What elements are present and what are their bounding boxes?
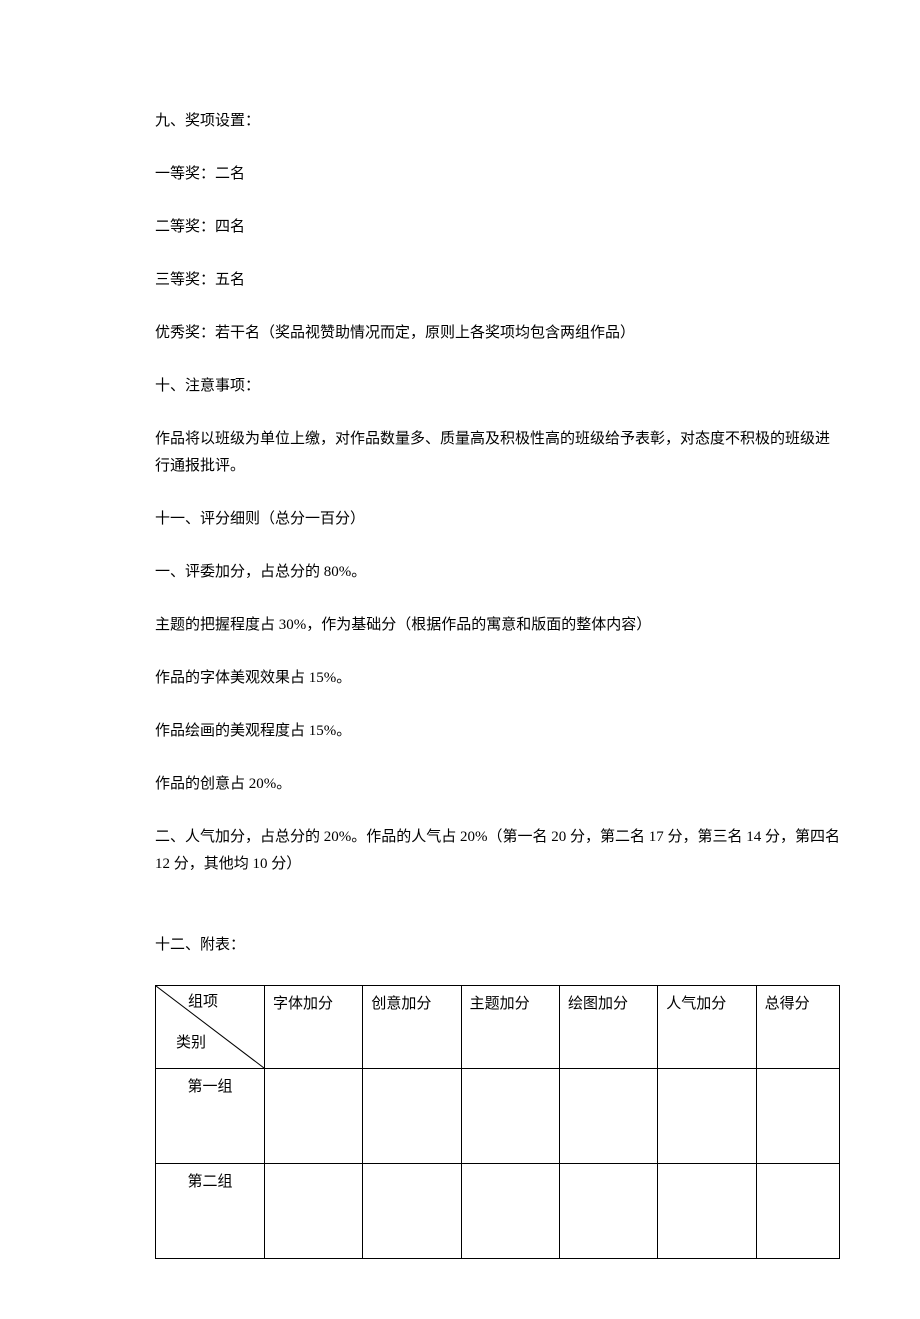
diag-top-label: 组项 bbox=[188, 990, 218, 1016]
cell bbox=[461, 1069, 559, 1164]
scoring-creativity: 作品的创意占 20%。 bbox=[155, 771, 840, 798]
col-header-font: 字体加分 bbox=[265, 986, 363, 1069]
row-label-group2: 第二组 bbox=[156, 1164, 265, 1259]
cell bbox=[756, 1069, 839, 1164]
cell bbox=[658, 1164, 756, 1259]
award-second: 二等奖：四名 bbox=[155, 214, 840, 241]
cell bbox=[363, 1164, 461, 1259]
row-label-group1: 第一组 bbox=[156, 1069, 265, 1164]
cell bbox=[559, 1069, 657, 1164]
col-header-total: 总得分 bbox=[756, 986, 839, 1069]
cell bbox=[756, 1164, 839, 1259]
award-excellence: 优秀奖：若干名（奖品视赞助情况而定，原则上各奖项均包含两组作品） bbox=[155, 320, 840, 347]
cell bbox=[461, 1164, 559, 1259]
cell bbox=[658, 1069, 756, 1164]
section-heading-appendix: 十二、附表： bbox=[155, 932, 840, 959]
scoring-judge-total: 一、评委加分，占总分的 80%。 bbox=[155, 559, 840, 586]
scoring-font: 作品的字体美观效果占 15%。 bbox=[155, 665, 840, 692]
col-header-popularity: 人气加分 bbox=[658, 986, 756, 1069]
table-header-row: 组项 类别 字体加分 创意加分 主题加分 绘图加分 人气加分 总得分 bbox=[156, 986, 840, 1069]
award-first: 一等奖：二名 bbox=[155, 161, 840, 188]
col-header-theme: 主题加分 bbox=[461, 986, 559, 1069]
score-table: 组项 类别 字体加分 创意加分 主题加分 绘图加分 人气加分 总得分 第一组 第… bbox=[155, 985, 840, 1259]
col-header-creativity: 创意加分 bbox=[363, 986, 461, 1069]
scoring-theme: 主题的把握程度占 30%，作为基础分（根据作品的寓意和版面的整体内容） bbox=[155, 612, 840, 639]
table-diag-header: 组项 类别 bbox=[156, 986, 265, 1069]
section-heading-awards: 九、奖项设置： bbox=[155, 108, 840, 135]
cell bbox=[265, 1069, 363, 1164]
cell bbox=[559, 1164, 657, 1259]
section-heading-notes: 十、注意事项： bbox=[155, 373, 840, 400]
scoring-drawing: 作品绘画的美观程度占 15%。 bbox=[155, 718, 840, 745]
award-third: 三等奖：五名 bbox=[155, 267, 840, 294]
cell bbox=[363, 1069, 461, 1164]
scoring-popularity: 二、人气加分，占总分的 20%。作品的人气占 20%（第一名 20 分，第二名 … bbox=[155, 824, 840, 878]
cell bbox=[265, 1164, 363, 1259]
notes-body: 作品将以班级为单位上缴，对作品数量多、质量高及积极性高的班级给予表彰，对态度不积… bbox=[155, 426, 840, 480]
diag-bottom-label: 类别 bbox=[176, 1031, 206, 1057]
document-page: 九、奖项设置： 一等奖：二名 二等奖：四名 三等奖：五名 优秀奖：若干名（奖品视… bbox=[0, 0, 920, 1319]
table-row: 第一组 bbox=[156, 1069, 840, 1164]
table-row: 第二组 bbox=[156, 1164, 840, 1259]
col-header-drawing: 绘图加分 bbox=[559, 986, 657, 1069]
section-heading-scoring: 十一、评分细则（总分一百分） bbox=[155, 506, 840, 533]
spacer bbox=[155, 904, 840, 932]
